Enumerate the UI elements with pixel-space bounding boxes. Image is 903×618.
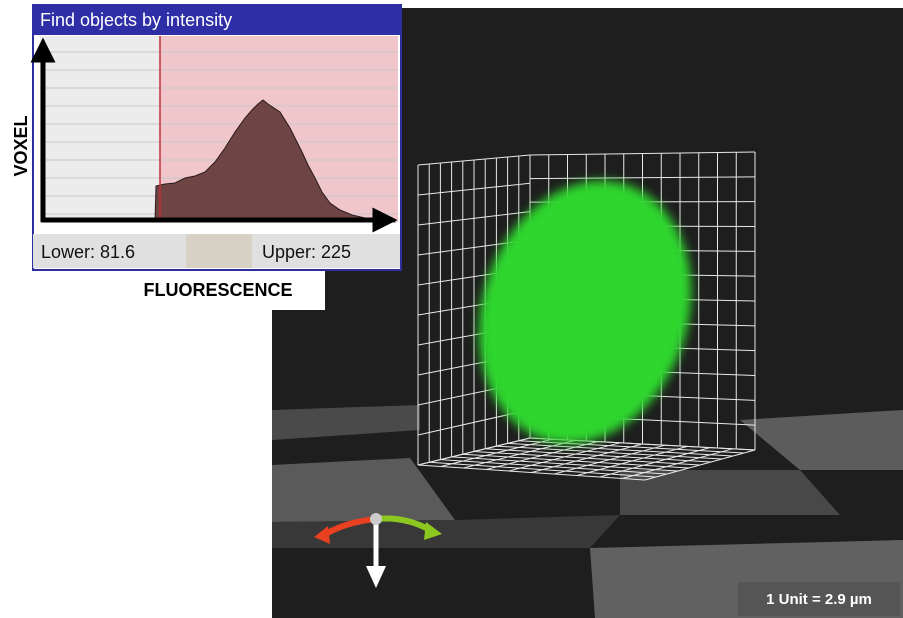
y-axis-label: VOXEL [11,115,31,176]
lower-value: Lower: 81.6 [41,242,135,262]
intensity-panel: Find objects by intensity Lower: 81.6 Up… [11,5,401,310]
panel-title: Find objects by intensity [40,10,232,30]
x-axis-label: FLUORESCENCE [143,280,292,300]
upper-value: Upper: 225 [262,242,351,262]
scale-label: 1 Unit = 2.9 µm [766,591,872,608]
excluded-region [40,36,160,222]
page: 1 Unit = 2.9 µm Find objects by intensit… [0,0,903,618]
